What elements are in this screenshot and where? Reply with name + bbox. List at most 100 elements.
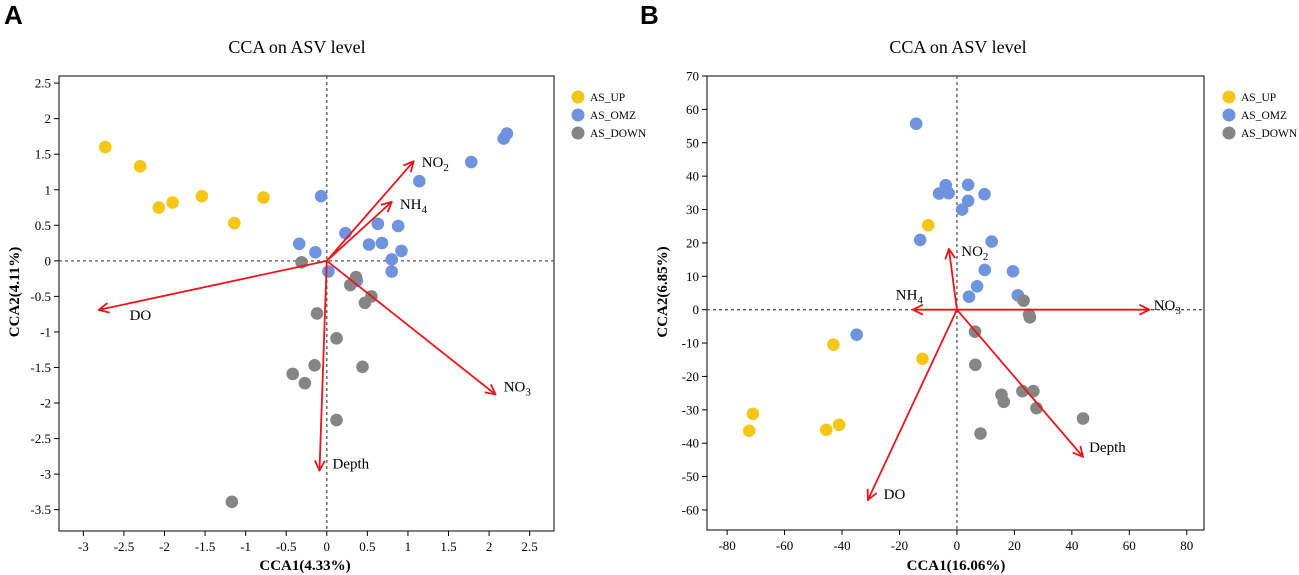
biplot-arrow <box>319 260 328 471</box>
panel-b: B CCA on ASV level -80 -60 -40 -20 0 20 40 60 80… <box>640 0 1298 574</box>
chart-title: CCA on ASV level <box>889 37 1026 57</box>
data-point-as-omz <box>913 233 927 247</box>
data-point-as-omz <box>500 127 514 140</box>
data-point-as-omz <box>962 290 976 303</box>
y-tick-label: 2 <box>45 111 52 126</box>
data-point-as-down <box>310 307 324 320</box>
x-tick-label: -20 <box>891 538 908 553</box>
data-point-as-omz <box>385 253 399 266</box>
y-tick-label: -20 <box>682 369 699 384</box>
data-point-as-omz <box>371 217 385 231</box>
x-tick-label: -40 <box>833 538 850 553</box>
y-axis-label: CCA2(4.11%) <box>7 247 23 337</box>
data-point-as-up <box>257 191 270 204</box>
panel-letter: A <box>4 0 23 30</box>
data-point-as-down <box>330 332 343 345</box>
y-tick-label: -3 <box>40 467 51 482</box>
x-tick-label: -80 <box>718 538 735 553</box>
data-point-as-omz <box>385 265 399 278</box>
x-tick-label: -1 <box>240 539 251 554</box>
arrow-label: DO <box>130 308 152 324</box>
legend-label: AS_DOWN <box>590 128 647 140</box>
arrow-label-subscript: 4 <box>421 204 427 216</box>
legend-label: AS_OMZ <box>590 110 636 122</box>
x-tick-label: 2.5 <box>522 539 538 554</box>
data-point-as-up <box>827 338 840 352</box>
arrow-label: Depth <box>1089 440 1126 456</box>
legend: AS_UP AS_OMZ AS_DOWN <box>1222 90 1298 140</box>
plot-area <box>706 75 1205 531</box>
biplot-arrow <box>956 309 1083 457</box>
y-tick-label: -3.5 <box>30 502 51 517</box>
data-point-as-omz <box>942 186 955 200</box>
y-tick-label: -40 <box>682 436 699 451</box>
y-tick-label: 40 <box>686 169 699 184</box>
data-point-as-omz <box>909 117 923 131</box>
y-tick-label: 1 <box>45 182 52 197</box>
arrow-label: DO <box>884 487 906 503</box>
data-point-as-omz <box>314 189 328 203</box>
x-tick-label: 40 <box>1065 538 1078 553</box>
x-tick-label: -2 <box>159 539 170 554</box>
arrow-label-text: DO <box>884 487 906 503</box>
data-point-as-down <box>225 495 239 509</box>
arrow-label-text: Depth <box>1089 440 1126 456</box>
data-point-as-omz <box>970 280 984 293</box>
data-point-as-up <box>832 418 846 432</box>
arrow-label-subscript: 2 <box>443 162 449 174</box>
arrow-label-text: DO <box>130 308 152 324</box>
y-tick-label: -30 <box>682 402 699 417</box>
arrow-label-text: NH <box>896 288 918 304</box>
legend: AS_UP AS_OMZ AS_DOWN <box>571 90 647 140</box>
arrow-label-subscript: 3 <box>525 387 531 399</box>
y-tick-label: -1.5 <box>30 360 51 375</box>
data-point-as-down <box>330 413 343 427</box>
axis-ticks: -80 -60 -40 -20 0 20 40 60 80 70 60 50 40 30 20 10 0 -10 -… <box>682 69 1194 554</box>
arrow-label-text: Depth <box>332 456 369 472</box>
y-tick-label: -2 <box>40 396 51 411</box>
y-tick-label: -50 <box>682 469 699 484</box>
x-axis-label: CCA1(16.06%) <box>907 558 1006 574</box>
arrow-label-text: NO <box>961 244 983 260</box>
biplot-arrow <box>949 249 958 310</box>
x-tick-label: 60 <box>1123 538 1136 553</box>
legend-marker <box>571 90 585 104</box>
arrow-label: NO2 <box>422 155 449 174</box>
legend-label: AS_UP <box>1241 92 1276 104</box>
data-point-as-down <box>286 367 300 381</box>
y-tick-label: 20 <box>686 235 699 250</box>
data-point-as-up <box>819 423 833 437</box>
data-point-as-up <box>166 196 179 209</box>
x-tick-label: 0 <box>954 538 961 553</box>
data-point-as-omz <box>985 235 998 248</box>
y-tick-label: 10 <box>686 269 699 284</box>
data-point-as-omz <box>395 244 408 258</box>
data-point-as-up <box>921 218 935 232</box>
data-point-as-down <box>1016 384 1029 398</box>
arrow-label: NO2 <box>961 244 988 263</box>
legend-marker <box>1222 90 1236 104</box>
y-tick-label: -1 <box>40 324 51 339</box>
y-tick-label: 0 <box>45 253 52 268</box>
legend-label: AS_OMZ <box>1241 110 1287 122</box>
x-tick-label: -3 <box>78 539 89 554</box>
panel-a: A CCA on ASV level -3 -2.5 -2 -1.5 -1 -0.5 0 0.… <box>4 0 647 574</box>
data-point-as-omz <box>978 187 991 201</box>
data-point-as-down <box>997 395 1011 409</box>
arrow-label-subscript: 3 <box>1175 305 1181 317</box>
plot-area <box>58 75 555 532</box>
chart-title: CCA on ASV level <box>228 37 365 57</box>
panel-letter: B <box>640 0 659 30</box>
data-point-as-omz <box>322 265 335 278</box>
data-point-as-omz <box>955 203 969 216</box>
biplot-arrow <box>326 161 414 262</box>
data-point-as-omz <box>309 246 322 259</box>
arrow-label-text: NO <box>504 380 526 396</box>
axis-ticks: -3 -2.5 -2 -1.5 -1 -0.5 0 0.5 1 1.5 2 2.5 2.5 2 1.5 1 0.… <box>30 76 537 554</box>
data-point-as-down <box>1017 294 1030 307</box>
data-point-as-omz <box>292 237 306 251</box>
x-tick-label: -1.5 <box>195 539 216 554</box>
biplot-arrow <box>868 309 958 500</box>
data-point-as-up <box>227 216 241 230</box>
